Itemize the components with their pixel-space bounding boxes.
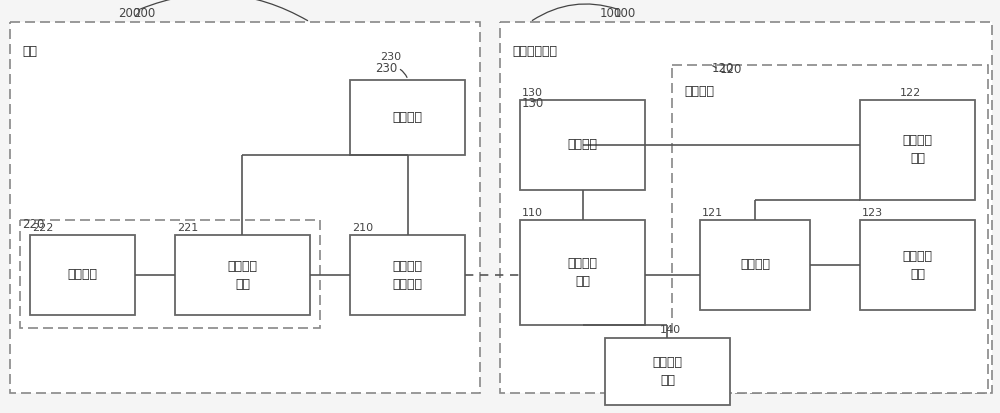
Text: 122: 122 [900, 88, 921, 98]
Text: 221: 221 [177, 223, 198, 233]
Text: 单元: 单元 [660, 374, 675, 387]
Text: 220: 220 [22, 218, 44, 231]
Text: 内置天线: 内置天线 [68, 268, 98, 282]
Text: 230: 230 [380, 52, 401, 62]
Bar [175, 235, 310, 315]
Text: 120: 120 [712, 62, 734, 75]
Text: 222: 222 [32, 223, 53, 233]
Text: 目标无线: 目标无线 [228, 259, 258, 273]
Text: 单元: 单元 [575, 275, 590, 288]
Bar [10, 22, 480, 393]
Text: 123: 123 [862, 208, 883, 218]
Text: 100: 100 [614, 7, 636, 20]
Text: 单元: 单元 [235, 278, 250, 290]
Bar [350, 235, 465, 315]
Text: 230: 230 [375, 62, 397, 75]
Text: 140: 140 [660, 325, 681, 335]
Text: 开关单元: 开关单元 [740, 259, 770, 271]
Text: 200: 200 [133, 7, 155, 20]
Text: 单元: 单元 [910, 268, 925, 280]
Bar [520, 100, 645, 190]
Text: 调谐单元: 调谐单元 [568, 138, 598, 152]
Text: 121: 121 [702, 208, 723, 218]
Bar [520, 220, 645, 325]
Text: 130: 130 [522, 97, 544, 110]
Text: 终端接口: 终端接口 [568, 257, 598, 270]
Text: 终端: 终端 [22, 45, 37, 58]
Bar [500, 22, 992, 393]
Text: 130: 130 [522, 88, 543, 98]
Text: 外接天线: 外接天线 [392, 259, 422, 273]
Text: 外接天线装置: 外接天线装置 [512, 45, 557, 58]
Text: 200: 200 [118, 7, 140, 20]
Bar [30, 235, 135, 315]
Text: 210: 210 [352, 223, 373, 233]
Text: 接口单元: 接口单元 [392, 278, 422, 290]
Text: 110: 110 [522, 208, 543, 218]
Text: 天线选择: 天线选择 [652, 356, 682, 369]
Text: 120: 120 [720, 63, 742, 76]
Text: 第二天线: 第二天线 [902, 249, 932, 263]
Text: 100: 100 [600, 7, 622, 20]
Bar [672, 65, 988, 393]
Bar [20, 220, 320, 328]
Bar [700, 220, 810, 310]
Text: 控制单元: 控制单元 [392, 111, 422, 124]
Text: 单元: 单元 [910, 152, 925, 166]
Bar [605, 338, 730, 405]
Bar [350, 80, 465, 155]
Text: 天线单元: 天线单元 [684, 85, 714, 98]
Bar [860, 100, 975, 200]
Text: 第一天线: 第一天线 [902, 135, 932, 147]
Bar [860, 220, 975, 310]
